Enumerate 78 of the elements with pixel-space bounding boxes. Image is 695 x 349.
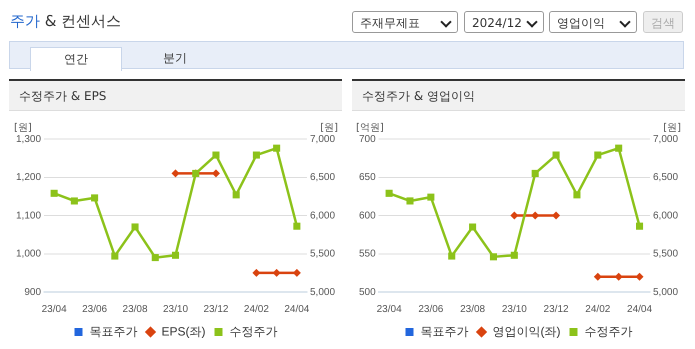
x-tick-label: 24/04 — [284, 304, 310, 315]
point — [469, 223, 476, 231]
y-tick-label: 500 — [358, 286, 376, 298]
legend-label: 영업이익(좌) — [492, 324, 561, 338]
point — [252, 152, 260, 159]
point — [552, 152, 560, 159]
y-tick-label: 1,000 — [16, 248, 42, 260]
chart-title: 수정주가 & EPS — [9, 79, 342, 111]
legend-label: 수정주가 — [584, 324, 632, 338]
y2-tick-label: 6,500 — [310, 172, 336, 183]
point — [152, 254, 159, 262]
y-tick-label: 550 — [358, 248, 376, 260]
text: 2024/12 — [472, 16, 522, 30]
legend-label: 수정주가 — [230, 324, 278, 338]
point — [406, 197, 414, 204]
y2-tick-label: 7,000 — [652, 134, 678, 145]
chart-title: 수정주가 & 영업이익 — [352, 79, 685, 111]
x-tick-label: 23/12 — [203, 304, 229, 315]
y-tick-label: 1,300 — [16, 134, 42, 145]
y2-tick-label: 6,000 — [652, 210, 678, 222]
y2-tick-label: 6,000 — [310, 210, 336, 222]
y-tick-label: 650 — [358, 172, 376, 183]
x-tick-label: 23/08 — [122, 304, 148, 315]
point — [91, 194, 98, 202]
legend-label: 목표주가 — [90, 324, 138, 338]
y2-tick-label: 5,000 — [310, 286, 336, 298]
x-tick-label: 23/08 — [460, 304, 486, 315]
x-tick-label: 23/12 — [544, 304, 570, 315]
y2-tick-label: 6,500 — [652, 172, 678, 183]
x-tick-label: 24/02 — [585, 304, 611, 315]
x-tick-label: 24/04 — [627, 304, 652, 315]
text: 영업이익 — [557, 16, 605, 30]
x-tick-label: 23/04 — [376, 304, 402, 315]
text: 연간 — [30, 47, 122, 71]
y2-axis-title: [원] — [663, 122, 682, 134]
point — [510, 252, 518, 259]
legend-label: EPS(좌) — [162, 324, 206, 338]
point — [111, 252, 118, 260]
text: 검색 — [643, 11, 683, 33]
y-axis-title: [억원] — [356, 122, 384, 134]
y-tick-label: 1,200 — [16, 172, 42, 183]
y-tick-label: 900 — [24, 286, 42, 298]
point — [448, 252, 456, 260]
point — [232, 191, 240, 198]
x-tick-label: 24/02 — [244, 304, 270, 315]
point — [594, 152, 602, 159]
y-tick-label: 700 — [358, 134, 376, 145]
point — [172, 252, 180, 259]
x-tick-label: 23/10 — [162, 304, 188, 315]
legend-label: 목표주가 — [420, 324, 469, 338]
point — [293, 222, 300, 230]
x-tick-label: 23/06 — [82, 304, 108, 315]
text: 주재무제표 — [360, 16, 420, 30]
x-tick-label: 23/10 — [502, 304, 528, 315]
y2-tick-label: 7,000 — [310, 134, 336, 145]
y2-axis-title: [원] — [320, 122, 338, 134]
y-tick-label: 600 — [358, 210, 376, 222]
point — [427, 194, 434, 201]
x-tick-label: 23/06 — [418, 304, 444, 315]
y2-tick-label: 5,500 — [310, 248, 336, 260]
text: 주가 & 컨센서스 — [10, 12, 122, 30]
point — [490, 253, 497, 260]
y2-tick-label: 5,000 — [652, 286, 678, 298]
point — [212, 152, 220, 159]
text: 분기 — [162, 50, 188, 67]
y2-tick-label: 5,500 — [652, 248, 678, 260]
x-tick-label: 23/04 — [42, 304, 68, 315]
point — [573, 191, 580, 198]
y-tick-label: 1,100 — [16, 210, 42, 222]
point — [70, 197, 78, 204]
point — [273, 144, 280, 152]
point — [532, 170, 539, 177]
point — [132, 223, 139, 231]
point — [615, 144, 622, 152]
y-axis-title: [원] — [14, 122, 32, 134]
point — [50, 190, 58, 197]
point — [386, 190, 393, 197]
point — [636, 222, 644, 230]
